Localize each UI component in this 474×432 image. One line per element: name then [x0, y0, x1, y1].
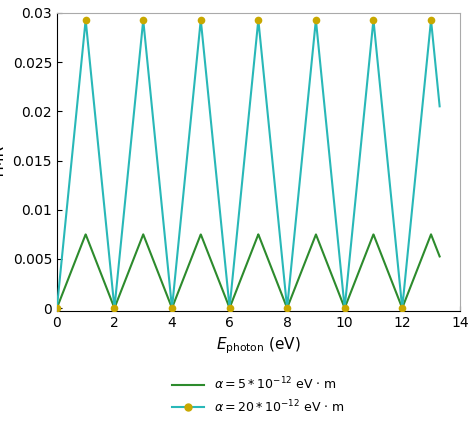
Legend: $\alpha = 5*10^{-12}$ eV $\cdot$ m, $\alpha = 20*10^{-12}$ eV $\cdot$ m: $\alpha = 5*10^{-12}$ eV $\cdot$ m, $\al… — [167, 371, 349, 420]
Y-axis label: TMR: TMR — [0, 146, 7, 178]
X-axis label: $E_\mathrm{photon}$ (eV): $E_\mathrm{photon}$ (eV) — [216, 336, 301, 356]
